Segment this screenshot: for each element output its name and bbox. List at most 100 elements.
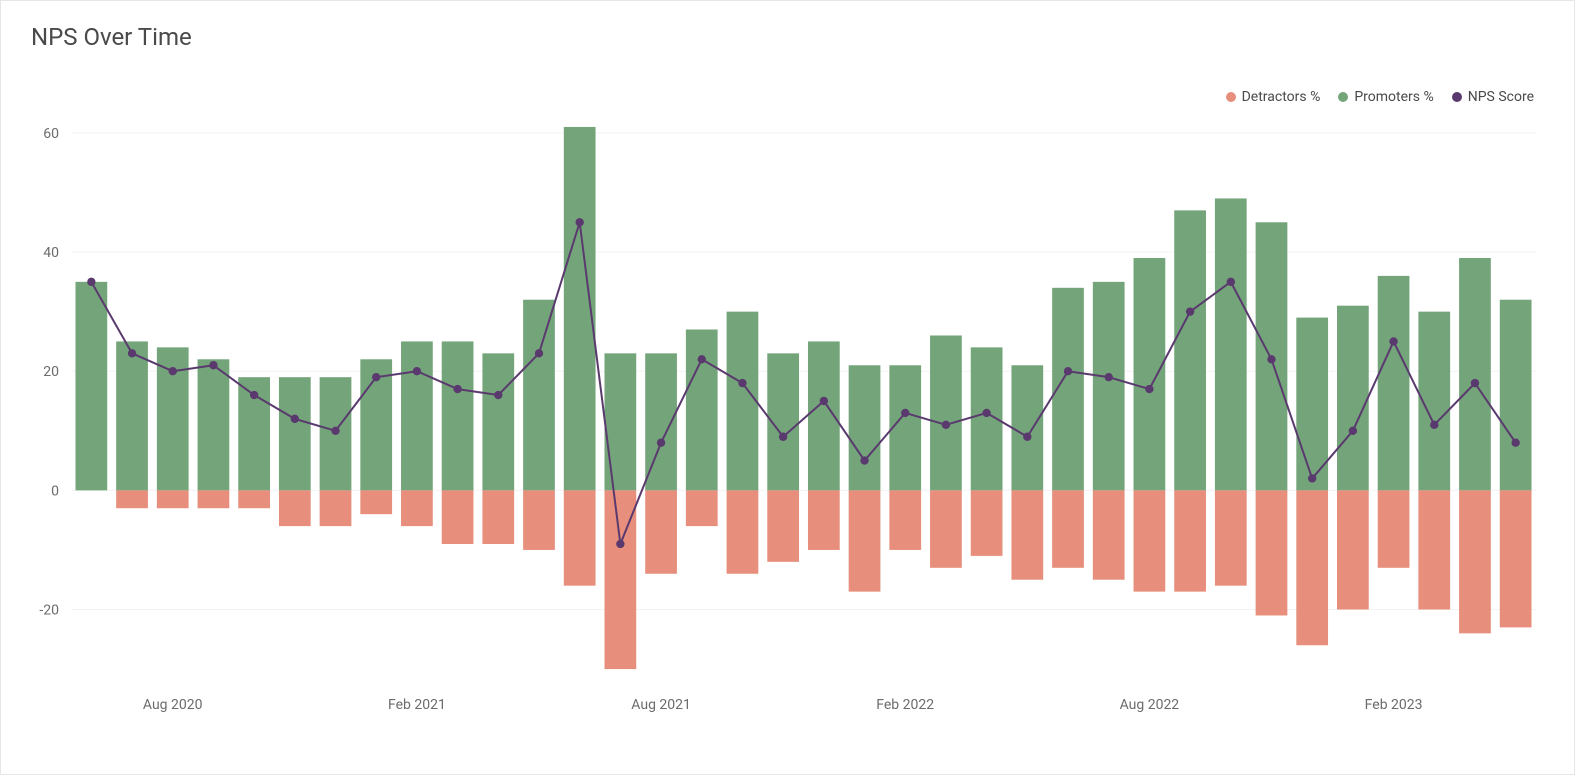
- bar-detractors[interactable]: [889, 490, 921, 550]
- nps-marker[interactable]: [535, 349, 543, 357]
- bar-detractors[interactable]: [523, 490, 555, 550]
- bar-promoters[interactable]: [1134, 258, 1166, 490]
- bar-promoters[interactable]: [1011, 365, 1043, 490]
- nps-marker[interactable]: [1389, 337, 1397, 345]
- bar-detractors[interactable]: [971, 490, 1003, 556]
- bar-detractors[interactable]: [1337, 490, 1369, 609]
- nps-marker[interactable]: [1267, 355, 1275, 363]
- nps-marker[interactable]: [1064, 367, 1072, 375]
- bar-promoters[interactable]: [1500, 300, 1532, 491]
- bar-promoters[interactable]: [75, 282, 107, 491]
- nps-marker[interactable]: [779, 433, 787, 441]
- bar-detractors[interactable]: [930, 490, 962, 567]
- y-tick-label: 0: [51, 483, 59, 499]
- nps-marker[interactable]: [1471, 379, 1479, 387]
- nps-marker[interactable]: [657, 439, 665, 447]
- nps-marker[interactable]: [942, 421, 950, 429]
- bar-promoters[interactable]: [889, 365, 921, 490]
- bar-promoters[interactable]: [849, 365, 881, 490]
- bar-detractors[interactable]: [1011, 490, 1043, 579]
- bar-detractors[interactable]: [482, 490, 514, 544]
- bar-detractors[interactable]: [1256, 490, 1288, 615]
- bar-detractors[interactable]: [645, 490, 677, 573]
- bar-promoters[interactable]: [930, 335, 962, 490]
- bar-detractors[interactable]: [727, 490, 759, 573]
- bar-promoters[interactable]: [1459, 258, 1491, 490]
- nps-marker[interactable]: [1308, 474, 1316, 482]
- bar-promoters[interactable]: [279, 377, 311, 490]
- bar-detractors[interactable]: [1215, 490, 1247, 585]
- nps-marker[interactable]: [616, 540, 624, 548]
- bar-detractors[interactable]: [360, 490, 392, 514]
- bar-detractors[interactable]: [1174, 490, 1206, 591]
- bar-detractors[interactable]: [1500, 490, 1532, 627]
- nps-marker[interactable]: [1349, 427, 1357, 435]
- bar-detractors[interactable]: [157, 490, 189, 508]
- bar-detractors[interactable]: [401, 490, 433, 526]
- bar-detractors[interactable]: [279, 490, 311, 526]
- bar-detractors[interactable]: [686, 490, 718, 526]
- bar-promoters[interactable]: [1378, 276, 1410, 490]
- bar-detractors[interactable]: [1418, 490, 1450, 609]
- nps-marker[interactable]: [209, 361, 217, 369]
- bar-promoters[interactable]: [1174, 210, 1206, 490]
- nps-marker[interactable]: [1430, 421, 1438, 429]
- nps-marker[interactable]: [250, 391, 258, 399]
- bar-promoters[interactable]: [198, 359, 230, 490]
- nps-marker[interactable]: [87, 278, 95, 286]
- nps-marker[interactable]: [1511, 439, 1519, 447]
- nps-marker[interactable]: [128, 349, 136, 357]
- bar-promoters[interactable]: [401, 341, 433, 490]
- nps-marker[interactable]: [982, 409, 990, 417]
- bar-promoters[interactable]: [523, 300, 555, 491]
- legend-item-promoters[interactable]: Promoters %: [1338, 89, 1433, 105]
- bar-detractors[interactable]: [767, 490, 799, 561]
- legend-item-detractors[interactable]: Detractors %: [1226, 89, 1321, 105]
- bar-promoters[interactable]: [116, 341, 148, 490]
- y-tick-label: 40: [43, 245, 59, 261]
- nps-marker[interactable]: [453, 385, 461, 393]
- bar-promoters[interactable]: [727, 312, 759, 491]
- nps-marker[interactable]: [1227, 278, 1235, 286]
- bar-promoters[interactable]: [482, 353, 514, 490]
- bar-detractors[interactable]: [238, 490, 270, 508]
- bar-promoters[interactable]: [1215, 198, 1247, 490]
- bar-detractors[interactable]: [1093, 490, 1125, 579]
- nps-marker[interactable]: [331, 427, 339, 435]
- bar-detractors[interactable]: [198, 490, 230, 508]
- bar-detractors[interactable]: [442, 490, 474, 544]
- nps-marker[interactable]: [1145, 385, 1153, 393]
- bar-promoters[interactable]: [442, 341, 474, 490]
- bar-detractors[interactable]: [1052, 490, 1084, 567]
- nps-marker[interactable]: [901, 409, 909, 417]
- nps-marker[interactable]: [1186, 307, 1194, 315]
- nps-marker[interactable]: [494, 391, 502, 399]
- bar-detractors[interactable]: [1134, 490, 1166, 591]
- nps-marker[interactable]: [1105, 373, 1113, 381]
- bar-detractors[interactable]: [1296, 490, 1328, 645]
- bar-detractors[interactable]: [320, 490, 352, 526]
- legend-swatch-nps: [1452, 92, 1462, 102]
- bar-promoters[interactable]: [686, 330, 718, 491]
- nps-marker[interactable]: [860, 456, 868, 464]
- legend-item-nps[interactable]: NPS Score: [1452, 89, 1534, 105]
- nps-marker[interactable]: [291, 415, 299, 423]
- nps-marker[interactable]: [372, 373, 380, 381]
- nps-marker[interactable]: [169, 367, 177, 375]
- bar-detractors[interactable]: [1459, 490, 1491, 633]
- bar-promoters[interactable]: [1093, 282, 1125, 491]
- nps-marker[interactable]: [1023, 433, 1031, 441]
- x-tick-label: Aug 2022: [1120, 697, 1180, 713]
- bar-detractors[interactable]: [116, 490, 148, 508]
- bar-detractors[interactable]: [564, 490, 596, 585]
- bar-detractors[interactable]: [849, 490, 881, 591]
- nps-marker[interactable]: [738, 379, 746, 387]
- bar-promoters[interactable]: [1337, 306, 1369, 491]
- nps-marker[interactable]: [820, 397, 828, 405]
- bar-detractors[interactable]: [1378, 490, 1410, 567]
- nps-marker[interactable]: [413, 367, 421, 375]
- nps-marker[interactable]: [575, 218, 583, 226]
- bar-promoters[interactable]: [605, 353, 637, 490]
- nps-marker[interactable]: [698, 355, 706, 363]
- bar-detractors[interactable]: [808, 490, 840, 550]
